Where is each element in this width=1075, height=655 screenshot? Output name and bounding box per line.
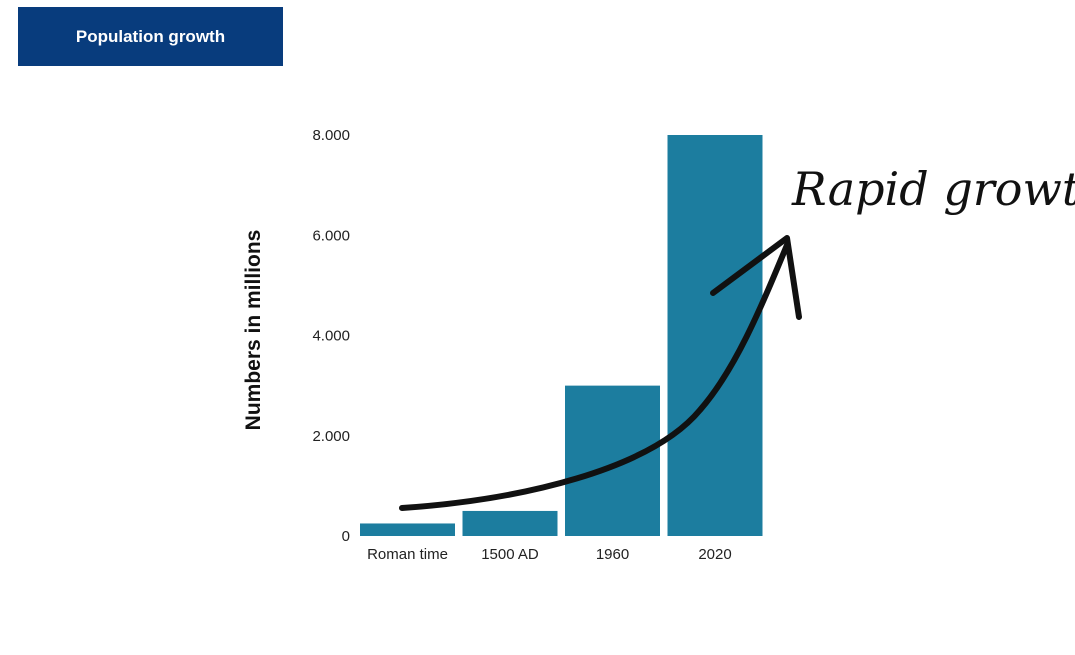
bars	[360, 135, 763, 536]
y-axis-label: Numbers in millions	[242, 230, 265, 431]
x-tick-label: 1500 AD	[481, 546, 539, 563]
bar-1960	[565, 385, 660, 536]
title-banner: Population growth	[18, 7, 283, 66]
y-tick-label: 0	[342, 528, 350, 545]
page-title: Population growth	[75, 26, 226, 46]
bar-roman-time	[360, 523, 455, 536]
x-tick-label: 2020	[698, 546, 731, 563]
y-tick-label: 2.000	[312, 428, 350, 445]
growth-arrow	[399, 235, 802, 511]
y-axis-ticks: 0 2.000 4.000 6.000 8.000	[312, 127, 350, 545]
y-tick-label: 4.000	[312, 328, 350, 345]
growth-arrow-head	[710, 235, 802, 320]
rapid-growth-annotation: Rapid growth	[791, 162, 1075, 216]
x-tick-label: Roman time	[367, 546, 448, 563]
y-tick-label: 6.000	[312, 227, 350, 244]
y-tick-label: 8.000	[312, 127, 350, 144]
growth-arrow-curve	[399, 242, 790, 511]
x-tick-label: 1960	[596, 546, 629, 563]
bar-1500-ad	[462, 510, 558, 536]
x-axis-ticks: Roman time 1500 AD 1960 2020	[367, 546, 732, 563]
